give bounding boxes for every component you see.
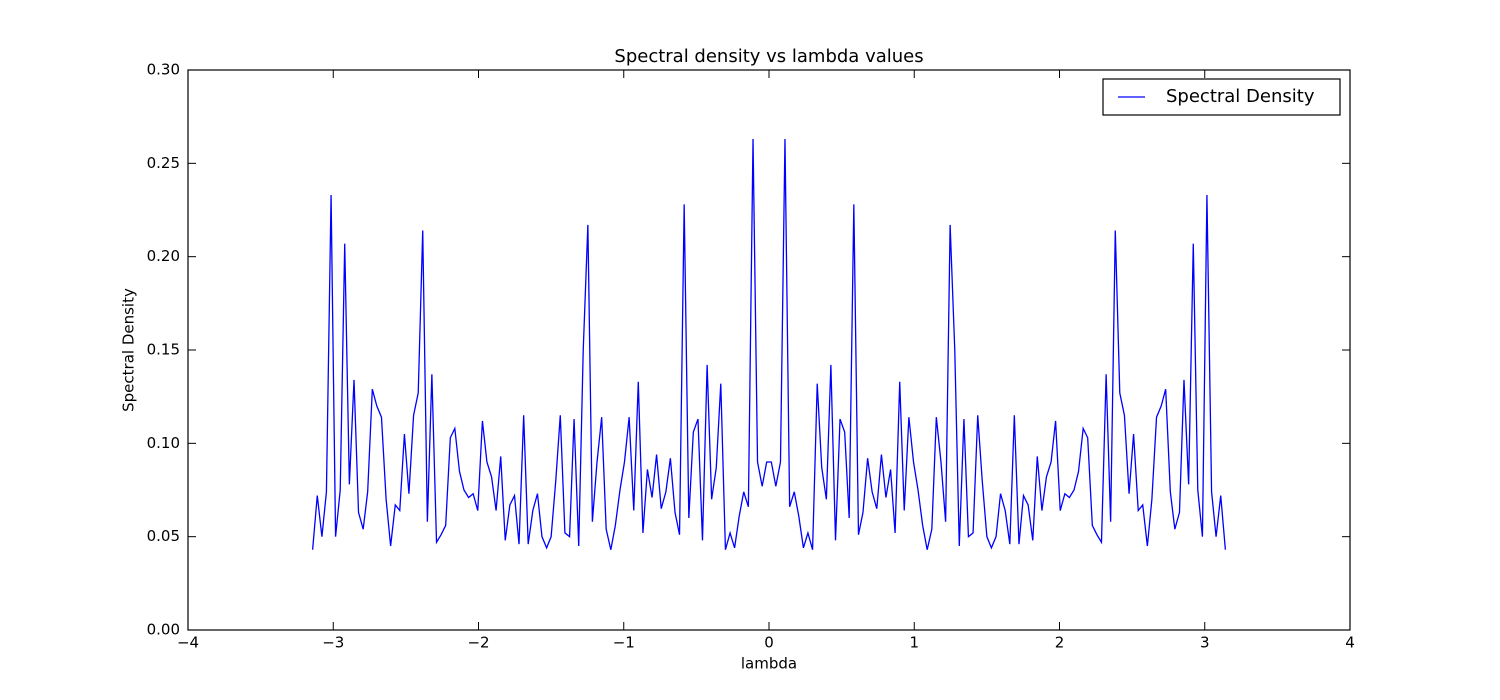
x-tick-label: 3 xyxy=(1200,634,1210,652)
chart-title: Spectral density vs lambda values xyxy=(614,46,923,67)
y-tick-label: 0.30 xyxy=(147,61,180,79)
y-tick-label: 0.00 xyxy=(147,621,180,639)
x-tick-label: −1 xyxy=(613,634,635,652)
x-tick-label: −4 xyxy=(177,634,199,652)
y-tick-label: 0.20 xyxy=(147,247,180,265)
x-tick-label: 1 xyxy=(909,634,919,652)
x-tick-label: 2 xyxy=(1055,634,1065,652)
plot-frame xyxy=(187,69,1351,631)
y-tick-label: 0.15 xyxy=(147,341,180,359)
data-line xyxy=(311,139,1227,550)
x-tick-label: −3 xyxy=(322,634,344,652)
y-tick-label: 0.25 xyxy=(147,154,180,172)
y-axis-label: Spectral Density xyxy=(120,288,138,412)
x-tick-label: 0 xyxy=(764,634,774,652)
x-tick-label: 4 xyxy=(1345,634,1355,652)
x-tick-label: −2 xyxy=(467,634,489,652)
legend-label: Spectral Density xyxy=(1166,86,1315,107)
y-tick-label: 0.05 xyxy=(147,527,180,545)
x-axis-label: lambda xyxy=(741,655,797,673)
y-tick-label: 0.10 xyxy=(147,434,180,452)
